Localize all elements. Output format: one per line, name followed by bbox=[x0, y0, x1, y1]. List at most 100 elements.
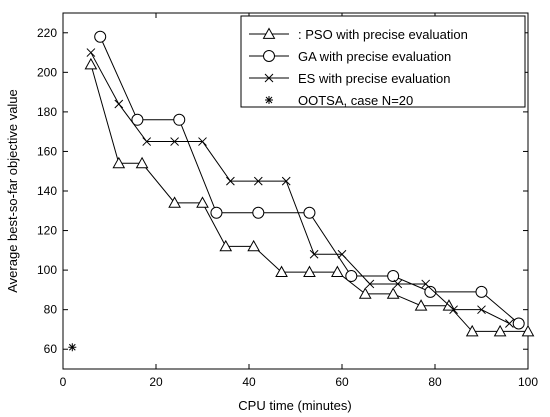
data-point bbox=[386, 287, 400, 299]
x-tick-label: 60 bbox=[335, 375, 349, 389]
x-stroke bbox=[365, 279, 375, 289]
data-point bbox=[331, 265, 344, 277]
x-tick-label: 20 bbox=[149, 375, 163, 389]
x-stroke bbox=[264, 73, 274, 83]
legend-box bbox=[240, 15, 526, 108]
data-point bbox=[387, 270, 400, 283]
x-stroke bbox=[337, 249, 347, 259]
x-stroke bbox=[421, 279, 431, 289]
y-axis-label: Average best-so-far objective value bbox=[5, 89, 20, 293]
x-stroke bbox=[142, 137, 152, 146]
legend-entry: OOTSA, case N=20 bbox=[265, 93, 413, 108]
legend-marker bbox=[265, 96, 273, 104]
data-point bbox=[68, 343, 77, 352]
axis-ticks: 0 20 40 60 80 100 60 80 100 120 140 160 180 200 220 bbox=[37, 13, 538, 389]
legend-entry: : PSO with precise evaluation bbox=[249, 27, 468, 42]
legend-label: ES with precise evaluation bbox=[298, 71, 450, 86]
data-point bbox=[424, 285, 437, 298]
data-point bbox=[275, 265, 288, 277]
y-tick-label: 80 bbox=[44, 303, 58, 317]
x-stroke bbox=[170, 137, 179, 146]
x-tick-label: 0 bbox=[60, 375, 67, 389]
data-point bbox=[86, 48, 96, 57]
data-point bbox=[142, 137, 152, 146]
data-point bbox=[198, 137, 207, 146]
legend-label: : PSO with precise evaluation bbox=[298, 27, 468, 42]
data-point bbox=[358, 287, 372, 299]
data-point bbox=[281, 176, 291, 186]
data-point bbox=[421, 279, 431, 289]
x-tick-label: 80 bbox=[428, 375, 442, 389]
data-point bbox=[309, 249, 319, 259]
data-point bbox=[219, 239, 233, 252]
data-point bbox=[365, 279, 375, 289]
x-stroke bbox=[505, 319, 514, 328]
data-point bbox=[94, 30, 107, 43]
data-point bbox=[465, 324, 479, 337]
data-point bbox=[414, 299, 428, 311]
data-point bbox=[226, 176, 235, 186]
y-tick-label: 200 bbox=[37, 65, 57, 79]
data-point bbox=[345, 270, 358, 283]
data-point bbox=[168, 196, 181, 208]
x-stroke bbox=[281, 176, 291, 186]
data-point bbox=[253, 176, 263, 186]
data-point bbox=[84, 57, 98, 70]
y-tick-label: 120 bbox=[37, 224, 57, 238]
data-point bbox=[170, 137, 179, 146]
x-stroke bbox=[86, 48, 96, 57]
legend-entry: GA with precise evaluation bbox=[249, 49, 451, 64]
x-stroke bbox=[253, 176, 263, 186]
legend-marker bbox=[263, 50, 275, 62]
legend-entry: ES with precise evaluation bbox=[249, 71, 450, 86]
x-stroke bbox=[393, 279, 403, 289]
y-tick-label: 160 bbox=[37, 144, 57, 158]
y-tick-label: 180 bbox=[37, 105, 57, 119]
data-point bbox=[112, 156, 126, 169]
legend-marker bbox=[262, 27, 276, 39]
data-point bbox=[477, 305, 486, 315]
data-point bbox=[303, 206, 316, 219]
data-point bbox=[173, 113, 186, 126]
legend-label: GA with precise evaluation bbox=[298, 49, 451, 64]
data-point bbox=[475, 285, 488, 298]
data-point bbox=[131, 113, 144, 126]
data-point bbox=[247, 239, 260, 252]
x-stroke bbox=[449, 305, 458, 315]
data-point bbox=[135, 156, 149, 169]
y-tick-label: 100 bbox=[37, 263, 57, 277]
data-point bbox=[505, 319, 514, 328]
x-stroke bbox=[198, 137, 207, 146]
star-stroke bbox=[265, 96, 273, 104]
x-stroke bbox=[309, 249, 319, 259]
data-point bbox=[303, 265, 316, 277]
data-point bbox=[196, 196, 209, 208]
data-point bbox=[114, 99, 124, 109]
data-point bbox=[393, 279, 403, 289]
series-star bbox=[68, 343, 77, 352]
data-point bbox=[521, 324, 535, 337]
data-point bbox=[449, 305, 458, 315]
series-circle bbox=[94, 30, 525, 330]
data-point bbox=[493, 324, 507, 337]
data-point bbox=[512, 317, 525, 330]
x-axis-label: CPU time (minutes) bbox=[238, 398, 351, 413]
y-tick-label: 140 bbox=[37, 184, 57, 198]
legend-label: OOTSA, case N=20 bbox=[298, 93, 413, 108]
data-point bbox=[337, 249, 347, 259]
x-stroke bbox=[477, 305, 486, 315]
star-stroke bbox=[68, 343, 76, 351]
legend-marker bbox=[264, 73, 274, 83]
series-line bbox=[90, 52, 510, 324]
series-triangle bbox=[84, 57, 535, 337]
y-tick-label: 60 bbox=[44, 342, 58, 356]
series-x bbox=[86, 48, 514, 328]
data-point bbox=[210, 206, 223, 219]
x-stroke bbox=[226, 176, 235, 186]
x-tick-label: 100 bbox=[518, 375, 538, 389]
x-tick-label: 40 bbox=[242, 375, 256, 389]
series-layer bbox=[68, 30, 535, 352]
x-stroke bbox=[114, 99, 124, 109]
data-point bbox=[252, 206, 265, 219]
